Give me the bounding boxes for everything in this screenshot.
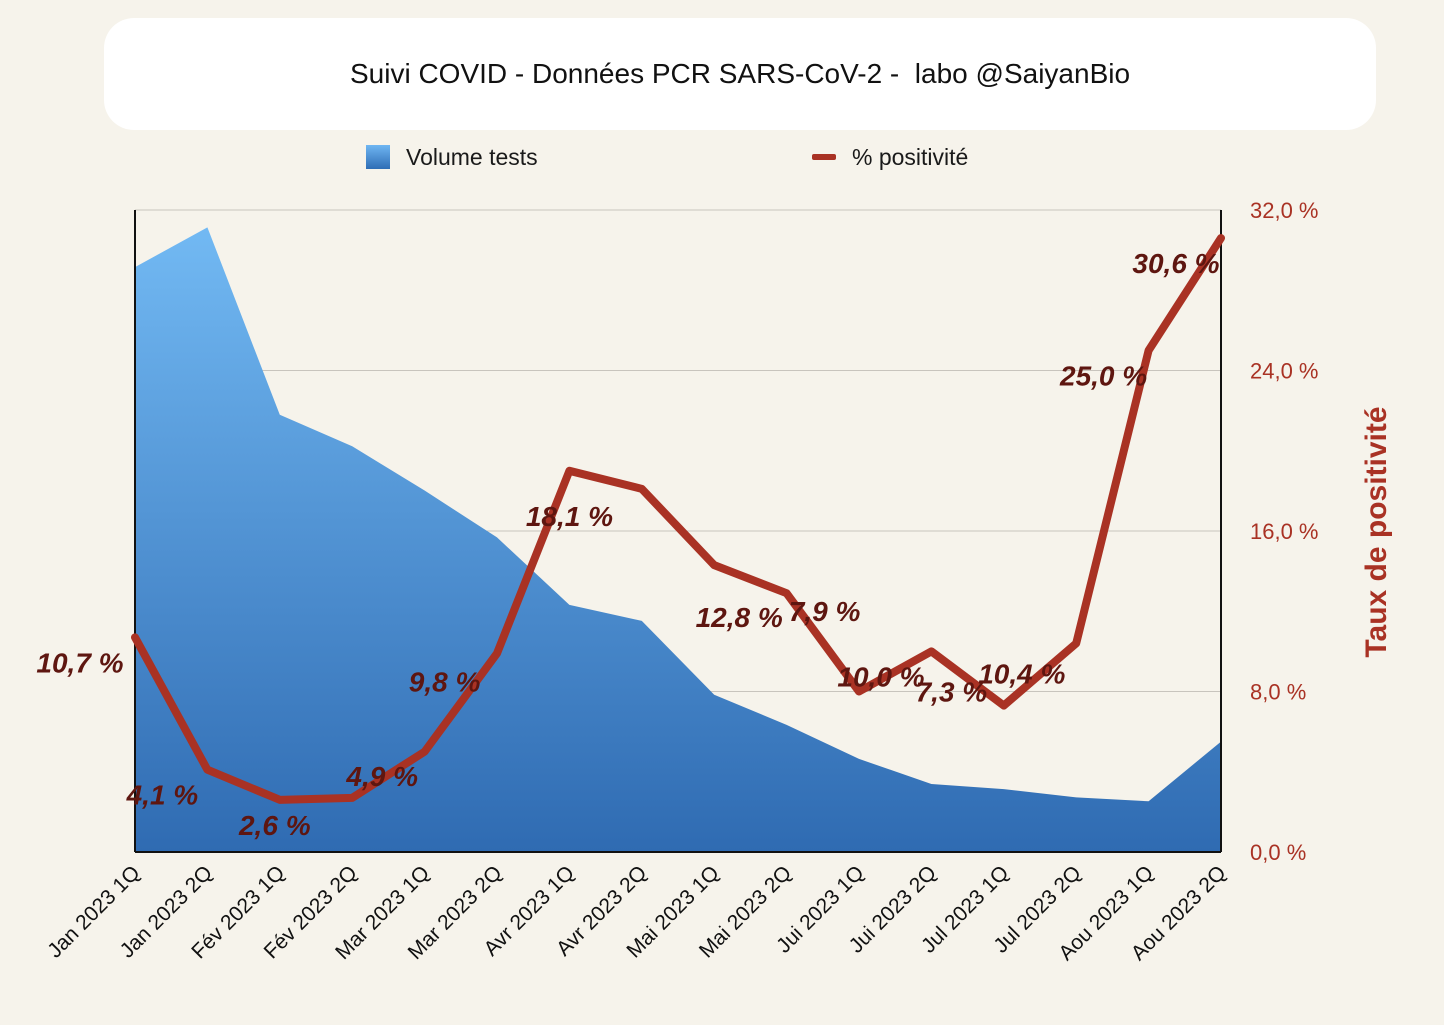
positivity-line-layer: [131, 234, 1225, 804]
y-tick-label: 0,0 %: [1250, 840, 1306, 865]
y-tick-label: 16,0 %: [1250, 519, 1319, 544]
legend-area-swatch: [366, 145, 390, 169]
y-right-tick-labels: 32,0 % 24,0 % 16,0 % 8,0 % 0,0 %: [1250, 198, 1319, 865]
point-label: 12,8 %: [696, 602, 783, 633]
legend-line-swatch: [812, 154, 836, 160]
point-label: 4,9 %: [345, 761, 418, 792]
point-label: 25,0 %: [1059, 360, 1147, 391]
y-tick-label: 24,0 %: [1250, 359, 1319, 384]
point-labels: 10,7 %4,1 %2,6 %4,9 %9,8 %18,1 %12,8 % 7,…: [36, 248, 1219, 841]
point-label: 10,7 %: [36, 647, 123, 678]
point-label: 18,1 %: [526, 501, 613, 532]
axes: [134, 210, 1222, 853]
y-tick-label: 32,0 %: [1250, 198, 1319, 223]
y-tick-label: 8,0 %: [1250, 680, 1306, 705]
point-label: 9,8 %: [409, 667, 481, 698]
legend-item-volume: Volume tests: [366, 140, 538, 174]
point-label: 7,3 %: [916, 676, 988, 707]
title-box: Suivi COVID - Données PCR SARS-CoV-2 - l…: [104, 18, 1376, 130]
point-label: 4,1 %: [126, 780, 199, 811]
volume-area-layer: [135, 227, 1221, 853]
point-label: 10,0 %: [837, 662, 924, 693]
legend: Volume tests % positivité: [0, 140, 1444, 174]
legend-label-positivity: % positivité: [852, 143, 969, 170]
chart-title: Suivi COVID - Données PCR SARS-CoV-2 - l…: [349, 58, 1131, 89]
volume-area: [135, 227, 1221, 853]
positivity-line: [131, 234, 1225, 804]
point-label: 7,9 %: [789, 596, 861, 627]
legend-label-volume: Volume tests: [406, 143, 538, 170]
y-right-axis-title: Taux de positivité: [1360, 406, 1393, 657]
point-label: 10,4 %: [978, 659, 1065, 690]
point-label: 30,6 %: [1132, 248, 1219, 279]
point-label: 2,6 %: [238, 810, 311, 841]
legend-item-positivity: % positivité: [812, 140, 968, 174]
